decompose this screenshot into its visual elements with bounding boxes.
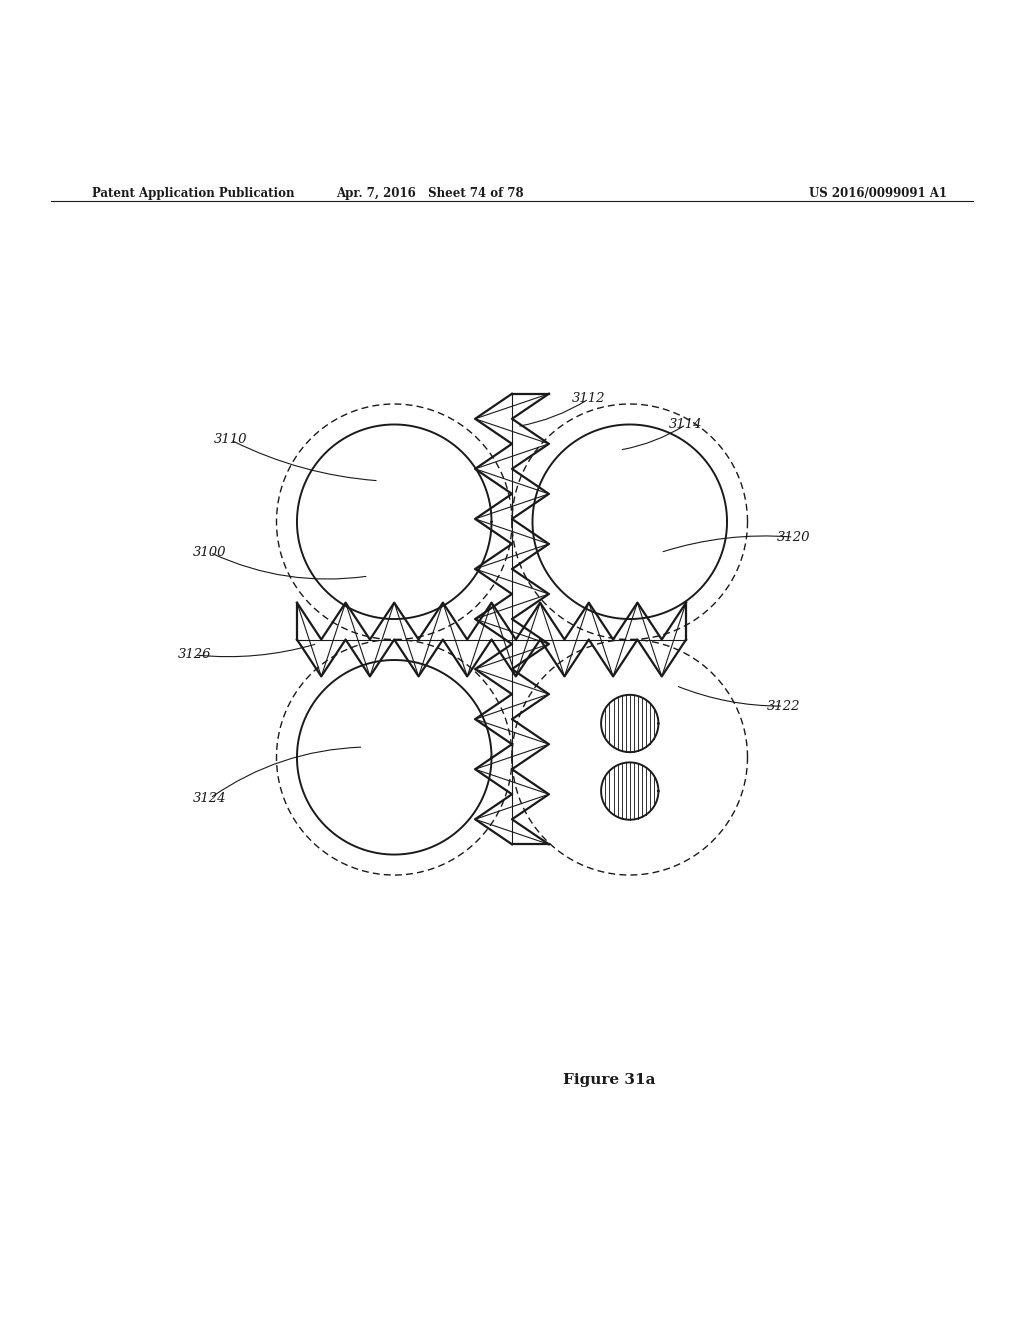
Text: 3124: 3124 xyxy=(194,792,226,805)
Text: 3110: 3110 xyxy=(214,433,247,446)
Text: 3114: 3114 xyxy=(670,418,702,430)
Text: 3120: 3120 xyxy=(777,531,810,544)
Text: 3122: 3122 xyxy=(767,700,800,713)
Text: 3100: 3100 xyxy=(194,546,226,558)
Text: Apr. 7, 2016   Sheet 74 of 78: Apr. 7, 2016 Sheet 74 of 78 xyxy=(336,187,524,199)
Text: Patent Application Publication: Patent Application Publication xyxy=(92,187,295,199)
Text: Figure 31a: Figure 31a xyxy=(563,1073,655,1086)
Text: 3112: 3112 xyxy=(572,392,605,405)
Text: 3126: 3126 xyxy=(178,648,211,661)
Text: US 2016/0099091 A1: US 2016/0099091 A1 xyxy=(809,187,947,199)
